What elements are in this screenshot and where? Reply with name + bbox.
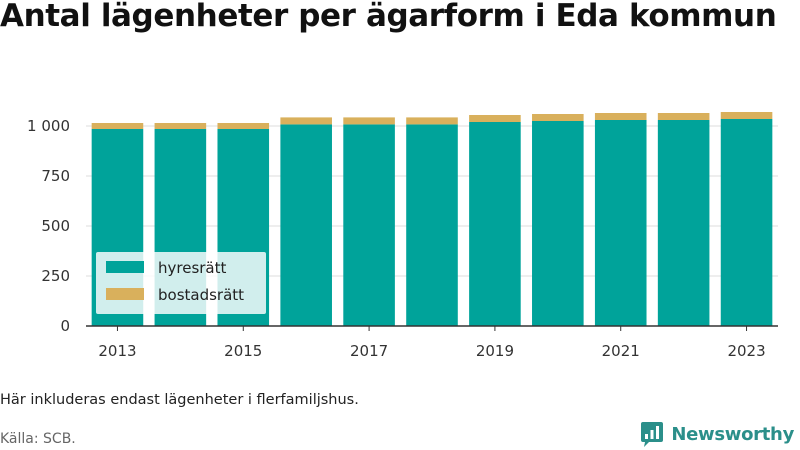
bar-hyresratt-2020[interactable] [532,121,584,326]
y-tick-label: 750 [41,167,70,185]
newsworthy-logo-icon [641,422,664,447]
bar-hyresratt-2018[interactable] [406,124,458,327]
x-tick-label: 2023 [727,342,765,360]
bar-hyresratt-2023[interactable] [720,119,773,326]
legend-swatch-bostadsratt [106,288,144,300]
bar-hyresratt-2019[interactable] [469,122,521,326]
legend-label-bostadsratt: bostadsrätt [158,286,244,304]
bar-hyresratt-2022[interactable] [657,120,710,326]
bar-chart: 0 250 500 750 1 000 2013 2015 2017 2019 2021 2023… [27,112,778,360]
brand-name: Newsworthy [671,423,794,445]
footnote: Här inkluderas endast lägenheter i flerf… [0,392,359,408]
legend-label-hyresratt: hyresrätt [158,259,227,277]
bar-hyresratt-2021[interactable] [594,120,647,326]
bar-bostadsratt-2016[interactable] [280,117,332,125]
bar-bostadsratt-2020[interactable] [532,114,584,121]
x-axis-labels: 2013 2015 2017 2019 2021 2023 [98,326,766,360]
brand-logo[interactable]: Newsworthy [640,420,794,448]
bar-hyresratt-2017[interactable] [343,124,395,327]
bar-bostadsratt-2019[interactable] [469,115,521,122]
source-note: Källa: SCB. [0,431,76,447]
bar-bostadsratt-2017[interactable] [343,117,395,125]
bar-bostadsratt-2013[interactable] [91,123,144,129]
bar-bostadsratt-2014[interactable] [154,123,207,129]
chart-title: Antal lägenheter per ägarform i Eda komm… [0,0,777,34]
bar-bostadsratt-2023[interactable] [720,112,773,119]
legend: hyresrätt bostadsrätt [96,252,266,314]
y-tick-label: 1 000 [27,117,70,135]
bar-bostadsratt-2021[interactable] [594,113,647,120]
bar-bostadsratt-2015[interactable] [217,123,270,129]
x-tick-label: 2015 [224,342,262,360]
y-tick-label: 250 [41,267,70,285]
x-tick-label: 2021 [602,342,640,360]
y-tick-label: 0 [60,317,70,335]
y-tick-label: 500 [41,217,70,235]
bar-bostadsratt-2022[interactable] [657,113,710,120]
x-tick-label: 2017 [350,342,388,360]
x-tick-label: 2013 [98,342,136,360]
bar-hyresratt-2016[interactable] [280,124,332,327]
bar-bostadsratt-2018[interactable] [406,117,458,125]
legend-swatch-hyresratt [106,261,144,273]
y-axis-labels: 0 250 500 750 1 000 [27,117,70,335]
x-tick-label: 2019 [476,342,514,360]
